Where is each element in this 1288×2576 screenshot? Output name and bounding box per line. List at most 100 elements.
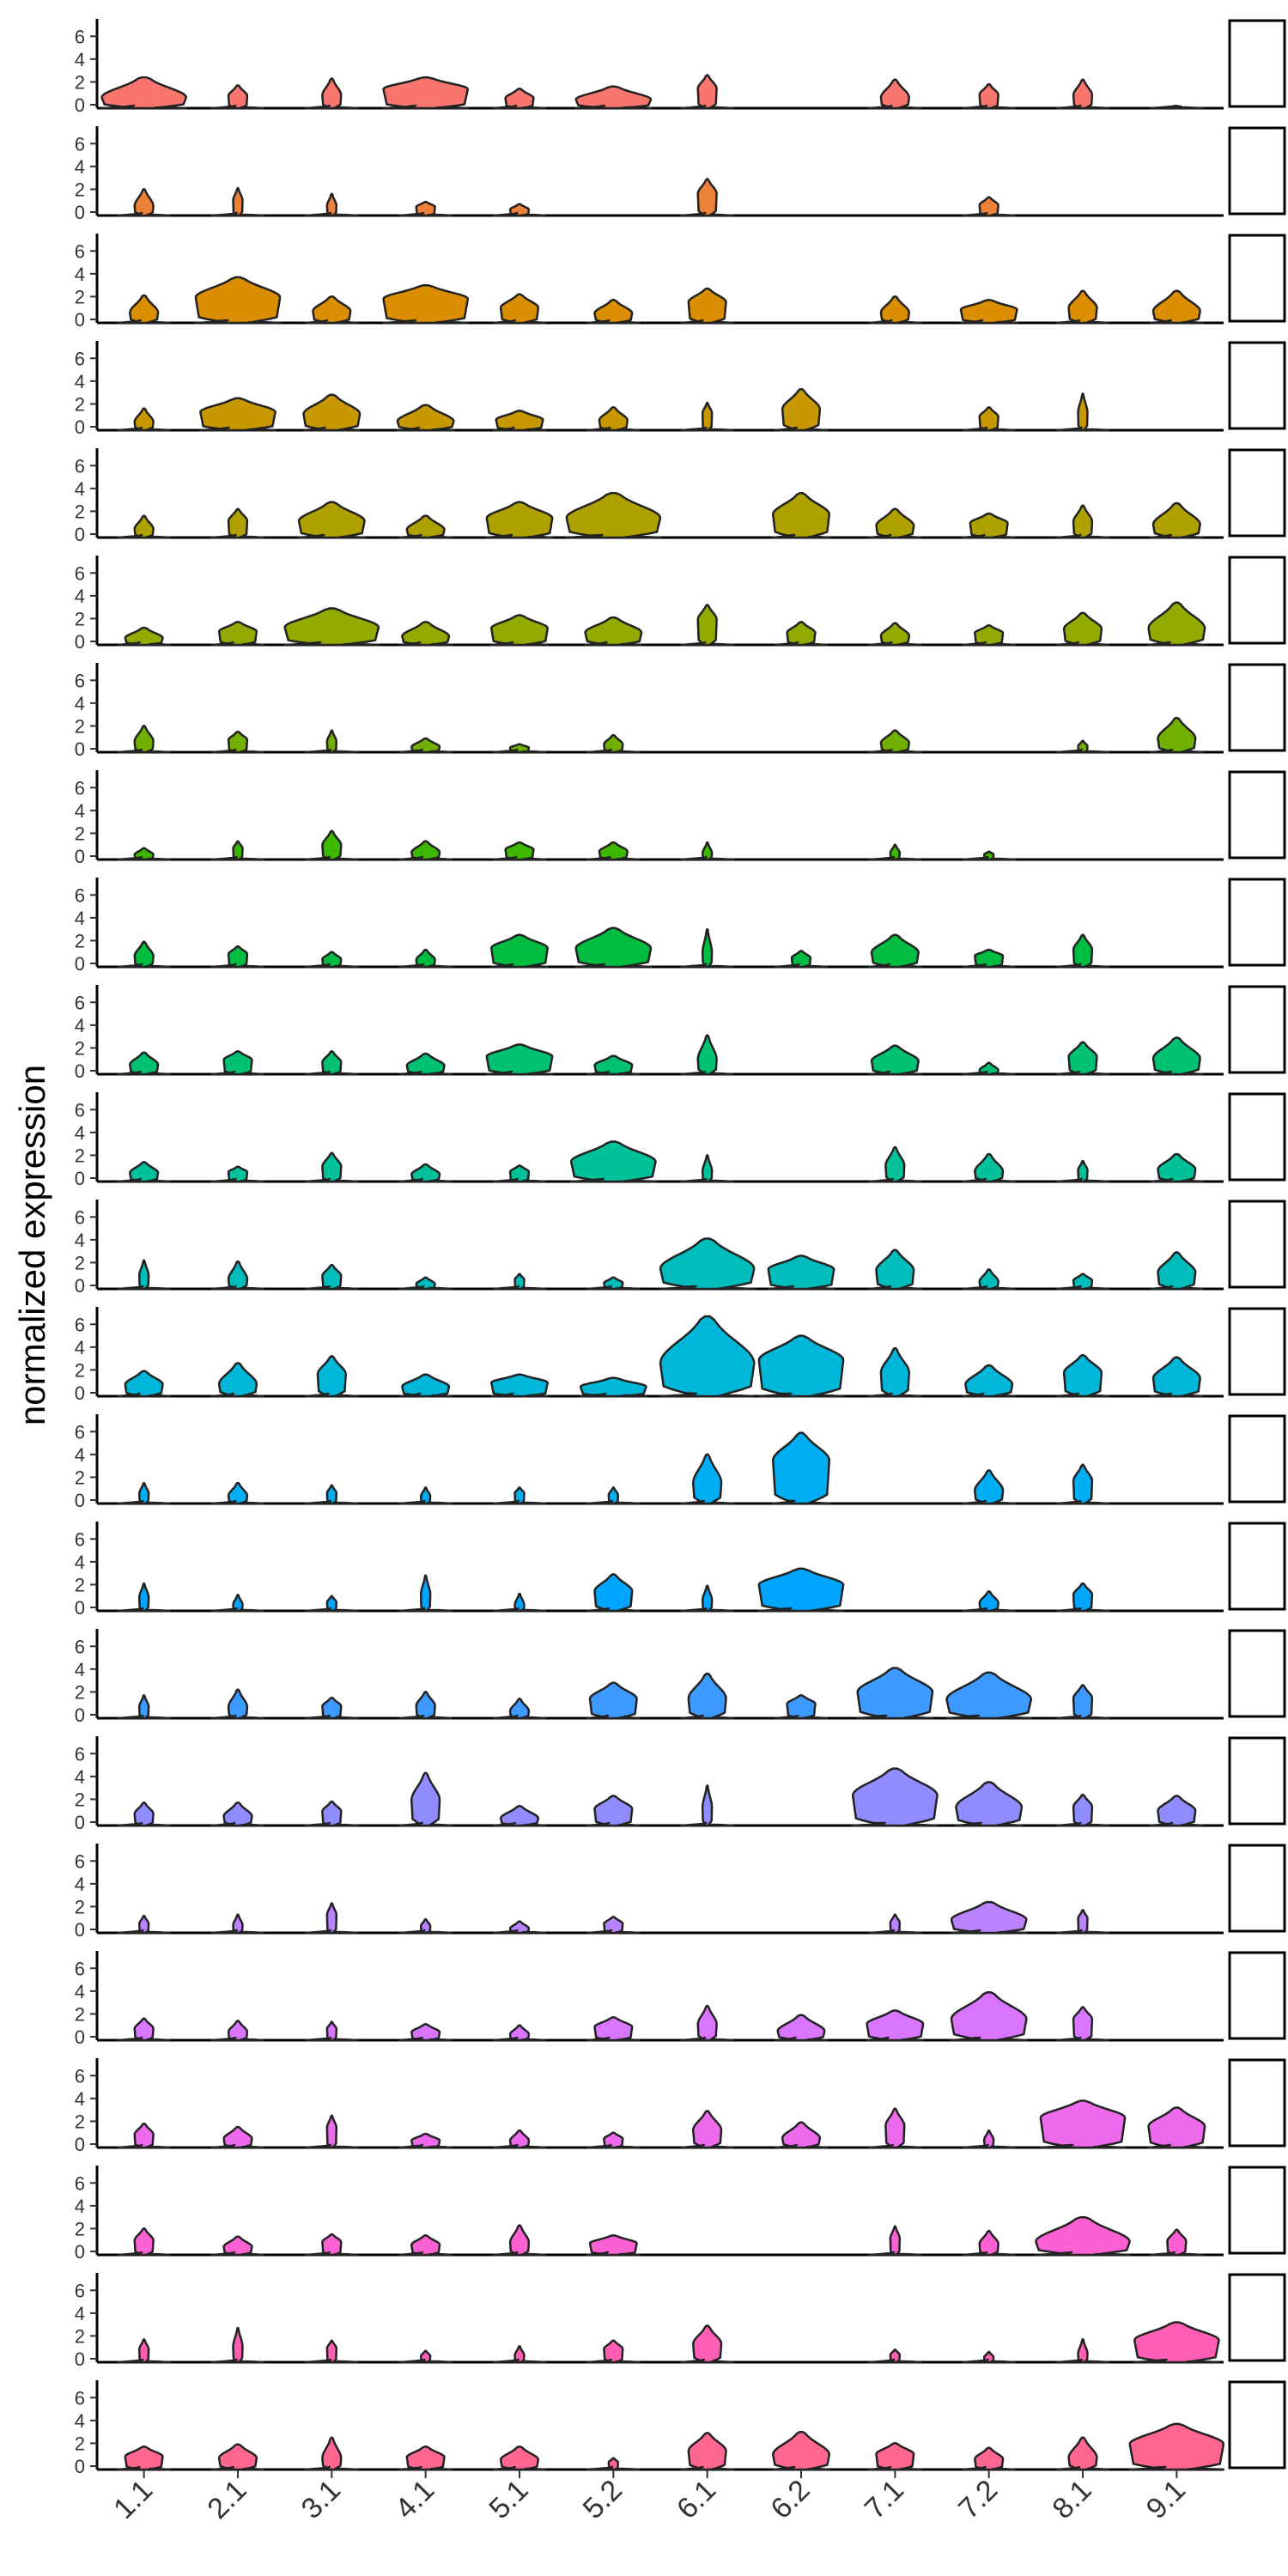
violin-8.1 <box>1055 1353 1110 1398</box>
violin-2.1 <box>210 840 265 861</box>
violin-4.1 <box>398 1917 453 1935</box>
y-tick-label: 0 <box>75 1168 85 1189</box>
y-tick-label: 4 <box>75 908 85 929</box>
violin-6.2 <box>774 2014 829 2042</box>
violin-6.2 <box>774 2121 829 2149</box>
gene-strip <box>1228 2166 1286 2255</box>
violin-4.1 <box>398 1771 453 1827</box>
violin-6.2 <box>757 1567 845 1613</box>
y-tick-label: 0 <box>75 416 85 438</box>
violin-1.1 <box>117 2445 171 2471</box>
y-tick-label: 2 <box>75 1574 85 1595</box>
y-tick-label: 0 <box>75 953 85 975</box>
violin-4.1 <box>398 514 453 539</box>
violin-8.1 <box>1055 1793 1110 1827</box>
violin-4.1 <box>398 1276 453 1291</box>
panel-pcdh8: 0246Pcdh8 <box>75 448 1286 545</box>
violin-1.1 <box>117 626 171 647</box>
violin-5.2 <box>565 491 662 539</box>
violin-9.1 <box>1150 716 1204 754</box>
violin-1.1 <box>117 847 171 861</box>
violin-5.1 <box>492 1698 547 1720</box>
violin-5.1 <box>492 410 547 432</box>
violin-7.2 <box>962 1469 1016 1505</box>
violin-4.1 <box>398 737 453 754</box>
y-tick-label: 2 <box>75 2003 85 2025</box>
violin-6.1 <box>680 1784 734 1827</box>
violin-6.1 <box>680 287 734 325</box>
violin-1.1 <box>117 1914 171 1935</box>
violin-7.2 <box>962 1061 1016 1076</box>
violin-9.1 <box>1150 1152 1204 1183</box>
x-tick-label: 5.2 <box>577 2474 629 2525</box>
y-tick-label: 6 <box>75 1528 85 1550</box>
violin-7.1 <box>868 729 922 754</box>
gene-strip <box>1228 1307 1286 1396</box>
violin-8.1 <box>1055 1041 1110 1076</box>
x-tick-label: 6.2 <box>764 2474 816 2525</box>
panel-grm2: 0246Grm2 <box>75 234 1286 331</box>
gene-strip <box>1228 1414 1286 1504</box>
violin-2.1 <box>210 186 265 217</box>
violin-5.1 <box>492 1805 547 1827</box>
violin-5.1 <box>489 933 550 969</box>
y-tick-label: 6 <box>75 2065 85 2087</box>
y-tick-label: 6 <box>75 1314 85 1335</box>
panel-adarb2: 0246Adarb2 <box>75 1092 1286 1189</box>
y-tick-label: 2 <box>75 393 85 415</box>
y-tick-label: 6 <box>75 1421 85 1443</box>
violin-4.1 <box>396 404 455 432</box>
violin-2.1 <box>210 2443 265 2471</box>
gene-strip <box>1228 2380 1286 2470</box>
violin-7.2 <box>955 1781 1024 1827</box>
y-tick-label: 6 <box>75 240 85 262</box>
violin-5.2 <box>586 2131 641 2149</box>
violin-5.1 <box>492 203 547 217</box>
violin-6.1 <box>680 2004 734 2042</box>
violin-3.1 <box>305 192 359 217</box>
y-tick-label: 4 <box>75 800 85 822</box>
y-tick-label: 2 <box>75 608 85 629</box>
violin-5.1 <box>492 2345 547 2364</box>
violin-4.1 <box>398 2132 453 2149</box>
y-tick-label: 4 <box>75 1981 85 2002</box>
panel-vtn: 0246Vtn <box>75 1414 1286 1511</box>
violin-5.2 <box>569 1140 657 1183</box>
violin-8.1 <box>1055 2338 1110 2364</box>
y-tick-label: 4 <box>75 1552 85 1573</box>
violin-8.1 <box>1055 739 1110 754</box>
y-tick-label: 6 <box>75 2172 85 2194</box>
y-tick-label: 2 <box>75 2218 85 2239</box>
violin-6.2 <box>774 1694 829 1720</box>
violin-4.1 <box>382 283 470 325</box>
violin-5.1 <box>492 293 547 325</box>
y-tick-label: 2 <box>75 1145 85 1166</box>
violin-6.1 <box>680 74 734 110</box>
violin-5.2 <box>586 841 641 861</box>
y-tick-label: 0 <box>75 846 85 867</box>
violin-6.1 <box>659 1237 756 1291</box>
y-tick-label: 4 <box>75 1444 85 1466</box>
violin-2.1 <box>210 1913 265 1935</box>
violin-9.1 <box>1150 1036 1204 1076</box>
violin-6.2 <box>774 950 829 969</box>
violin-5.1 <box>492 1486 547 1505</box>
violin-7.1 <box>868 1044 922 1076</box>
violin-6.1 <box>680 1584 734 1613</box>
violin-3.1 <box>305 2233 359 2257</box>
gene-strip <box>1228 2058 1286 2148</box>
violin-5.2 <box>586 1916 641 1935</box>
y-tick-label: 2 <box>75 823 85 844</box>
y-tick-label: 6 <box>75 348 85 369</box>
y-tick-label: 2 <box>75 1037 85 1059</box>
violin-9.1 <box>1147 2106 1206 2149</box>
violin-5.2 <box>574 927 653 969</box>
panel-sox10: 0246Sox10 <box>75 1629 1286 1726</box>
y-tick-label: 2 <box>75 1252 85 1273</box>
y-tick-label: 0 <box>75 524 85 545</box>
y-tick-label: 2 <box>75 1896 85 1917</box>
violin-3.1 <box>302 393 361 432</box>
y-tick-label: 6 <box>75 26 85 47</box>
violin-5.2 <box>586 1573 641 1613</box>
